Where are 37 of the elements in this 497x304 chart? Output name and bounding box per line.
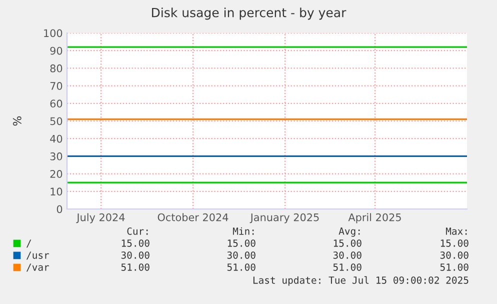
y-tick-label: 80 (50, 64, 62, 72)
text: 15.00 (334, 239, 362, 247)
y-tick-label: 40 (50, 134, 62, 143)
y-tick-label: 20 (50, 170, 62, 178)
text: 15.00 (440, 239, 468, 247)
y-tick-label: 10 (50, 188, 62, 196)
text: 51.00 (227, 263, 256, 271)
y-tick-label: 70 (50, 82, 62, 90)
legend-label: / (26, 240, 32, 248)
text: 30.00 (333, 251, 362, 259)
y-tick-label: 90 (50, 46, 62, 55)
legend-label: /var (26, 264, 50, 272)
text: 30.00 (121, 251, 150, 259)
text: 51.00 (121, 263, 150, 271)
text: Max: (446, 228, 467, 235)
text: 30.00 (440, 251, 468, 259)
x-tick-label: April 2025 (348, 213, 401, 224)
x-tick-label: July 2024 (76, 213, 125, 224)
y-tick-label: 30 (50, 152, 62, 160)
y-tick-label: 100 (44, 29, 62, 38)
text: 15.00 (228, 239, 256, 247)
chart-title: Disk usage in percent - by year (152, 8, 346, 20)
x-tick-label: October 2024 (158, 213, 228, 222)
x-tick-label: January 2025 (250, 213, 319, 224)
text: 51.00 (333, 263, 362, 271)
y-axis-title: % (12, 116, 22, 126)
text: Cur: (127, 227, 148, 235)
text: 15.00 (122, 239, 150, 247)
text: 30.00 (227, 251, 256, 259)
legend-label: /usr (26, 252, 50, 260)
text: Last update: Tue Jul 15 09:00:02 2025 (253, 276, 468, 286)
y-tick-label: 50 (50, 117, 62, 126)
text: Avg: (338, 228, 360, 237)
y-tick-label: 60 (50, 100, 62, 108)
y-tick-label: 0 (56, 205, 62, 214)
text: 51.00 (440, 263, 468, 271)
text: Min: (232, 227, 254, 235)
